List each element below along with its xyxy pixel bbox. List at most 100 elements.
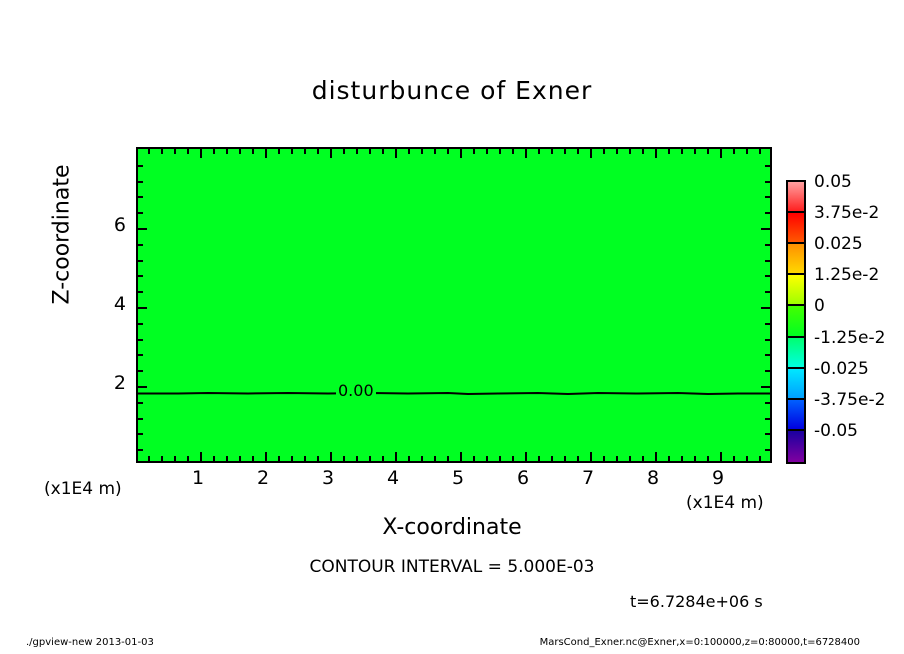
colorbar[interactable] (786, 180, 806, 464)
colorbar-tick-label: -1.25e-2 (814, 327, 886, 348)
x-minor-tick (317, 456, 319, 461)
y-minor-tick (138, 339, 143, 341)
x-tick-label: 4 (386, 467, 400, 489)
x-top-minor-tick (239, 149, 241, 154)
y-right-minor-tick (765, 402, 770, 404)
x-minor-tick (499, 456, 501, 461)
x-top-minor-tick (187, 149, 189, 154)
x-minor-tick (252, 456, 254, 461)
colorbar-band (788, 368, 804, 400)
x-top-minor-tick (369, 149, 371, 154)
y-minor-tick (138, 260, 143, 262)
x-axis-units-right: (x1E4 m) (686, 493, 764, 513)
scalar-field-fill (138, 149, 770, 461)
y-minor-tick (138, 275, 143, 277)
x-top-minor-tick (226, 149, 228, 154)
y-right-minor-tick (765, 244, 770, 246)
colorbar-tick-label: 3.75e-2 (814, 203, 880, 224)
y-right-minor-tick (765, 323, 770, 325)
y-minor-tick (138, 196, 143, 198)
x-top-minor-tick (252, 149, 254, 154)
x-tick-label: 8 (646, 467, 660, 489)
contour-interval-note: CONTOUR INTERVAL = 5.000E-03 (309, 557, 595, 577)
footer-command: ./gpview-new 2013-01-03 (26, 637, 154, 648)
x-minor-tick (291, 456, 293, 461)
x-top-major-tick (460, 149, 462, 158)
y-minor-tick (138, 370, 143, 372)
page-title: disturbunce of Exner (311, 76, 593, 105)
x-minor-tick (226, 456, 228, 461)
y-minor-tick (138, 418, 143, 420)
contour-line-zero (138, 391, 770, 396)
x-minor-tick (473, 456, 475, 461)
x-minor-tick (564, 456, 566, 461)
x-tick-label: 9 (711, 467, 725, 489)
x-minor-tick (447, 456, 449, 461)
colorbar-tick-label: -0.05 (814, 420, 858, 441)
y-right-minor-tick (765, 339, 770, 341)
x-top-major-tick (395, 149, 397, 158)
x-minor-tick (512, 456, 514, 461)
x-top-minor-tick (629, 149, 631, 154)
y-right-minor-tick (765, 354, 770, 356)
colorbar-tick-label: 0.05 (814, 172, 852, 192)
x-major-tick (200, 452, 202, 461)
y-major-tick (138, 386, 147, 388)
x-tick-label: 2 (256, 467, 270, 489)
x-minor-tick (343, 456, 345, 461)
x-minor-tick (577, 456, 579, 461)
x-major-tick (330, 452, 332, 461)
x-top-minor-tick (304, 149, 306, 154)
y-tick-label: 2 (113, 372, 126, 394)
x-tick-label: 5 (451, 467, 465, 489)
x-top-minor-tick (616, 149, 618, 154)
x-minor-tick (551, 456, 553, 461)
x-minor-tick (746, 456, 748, 461)
footer-dataset: MarsCond_Exner.nc@Exner,x=0:100000,z=0:8… (539, 637, 860, 648)
x-minor-tick (187, 456, 189, 461)
y-right-major-tick (761, 307, 770, 309)
x-major-tick (720, 452, 722, 461)
x-top-minor-tick (213, 149, 215, 154)
x-top-minor-tick (421, 149, 423, 154)
x-major-tick (525, 452, 527, 461)
x-top-minor-tick (317, 149, 319, 154)
x-minor-tick (213, 456, 215, 461)
x-top-major-tick (200, 149, 202, 158)
y-right-minor-tick (765, 433, 770, 435)
colorbar-band (788, 275, 804, 307)
time-stamp: t=6.7284e+06 s (630, 592, 763, 611)
plot-area[interactable] (136, 147, 772, 463)
x-minor-tick (733, 456, 735, 461)
y-minor-tick (138, 433, 143, 435)
x-minor-tick (174, 456, 176, 461)
x-top-minor-tick (538, 149, 540, 154)
x-top-minor-tick (642, 149, 644, 154)
x-minor-tick (278, 456, 280, 461)
x-top-minor-tick (694, 149, 696, 154)
x-minor-tick (629, 456, 631, 461)
x-top-minor-tick (473, 149, 475, 154)
y-major-tick (138, 228, 147, 230)
colorbar-tick-label: -3.75e-2 (814, 389, 886, 410)
colorbar-band (788, 399, 804, 431)
x-minor-tick (239, 456, 241, 461)
y-minor-tick (138, 244, 143, 246)
x-major-tick (265, 452, 267, 461)
x-top-minor-tick (148, 149, 150, 154)
x-minor-tick (707, 456, 709, 461)
x-tick-label: 7 (581, 467, 595, 489)
x-top-minor-tick (382, 149, 384, 154)
x-top-major-tick (590, 149, 592, 158)
y-right-minor-tick (765, 165, 770, 167)
colorbar-tick-label: 0.025 (814, 234, 863, 255)
x-tick-label: 3 (321, 467, 335, 489)
y-tick-label: 6 (113, 214, 126, 236)
x-minor-tick (148, 456, 150, 461)
x-minor-tick (486, 456, 488, 461)
x-minor-tick (421, 456, 423, 461)
x-minor-tick (694, 456, 696, 461)
x-major-tick (395, 452, 397, 461)
x-minor-tick (304, 456, 306, 461)
x-minor-tick (538, 456, 540, 461)
